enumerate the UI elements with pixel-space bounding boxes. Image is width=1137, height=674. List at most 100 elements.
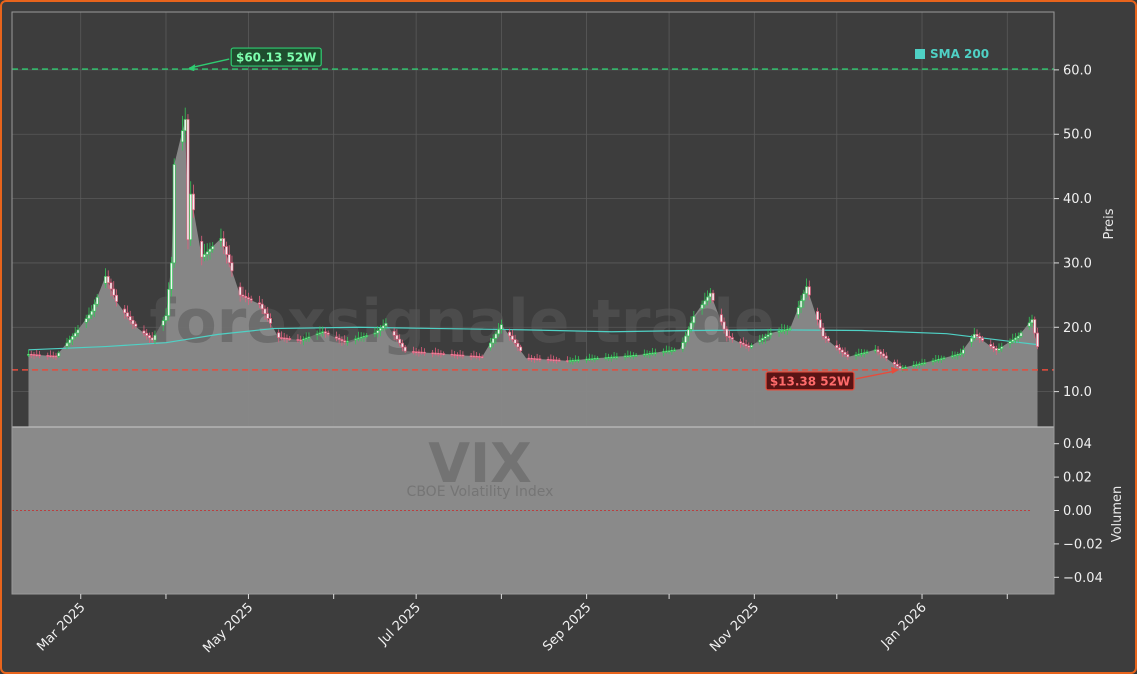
candle — [761, 334, 765, 345]
x-tick-label: Jul 2025 — [375, 600, 424, 649]
candle — [29, 350, 33, 359]
candle — [304, 332, 308, 342]
candle-body — [219, 238, 223, 242]
candle-body — [123, 308, 127, 314]
candle-body — [953, 354, 957, 357]
candle — [183, 107, 187, 143]
candle — [994, 345, 998, 356]
candle — [433, 347, 437, 356]
candle — [65, 337, 69, 350]
candle — [818, 313, 822, 331]
candle-body — [277, 332, 281, 338]
candle-body — [246, 297, 250, 300]
candle-body — [626, 355, 630, 358]
candle-body — [403, 346, 407, 352]
candle — [873, 344, 877, 354]
x-tick-label: Mar 2025 — [34, 600, 88, 654]
candle — [172, 158, 176, 269]
candle-body — [321, 331, 325, 334]
candle-body — [29, 353, 33, 356]
candle — [192, 184, 195, 218]
candle-body — [590, 358, 594, 360]
candle — [609, 354, 613, 362]
candle-body — [211, 246, 215, 250]
candle — [68, 335, 72, 348]
candle-body — [128, 316, 132, 321]
candle-body — [65, 342, 69, 347]
candle — [115, 289, 118, 307]
candle — [164, 308, 168, 324]
candle — [318, 326, 322, 337]
price-area-fill — [28, 119, 1038, 428]
candle — [403, 344, 407, 353]
candle-body — [433, 352, 437, 355]
candle — [612, 352, 616, 360]
candle-body — [854, 354, 858, 357]
candle-body — [664, 350, 668, 353]
candle-body — [71, 336, 74, 341]
candle-body — [730, 337, 734, 340]
candle-body — [299, 339, 303, 342]
candle-body — [508, 331, 512, 337]
candle-body — [596, 357, 600, 360]
candle — [862, 349, 866, 358]
candle — [472, 350, 476, 359]
candle — [142, 325, 146, 337]
candle-body — [981, 338, 984, 341]
candle-body — [706, 296, 710, 302]
candle — [27, 349, 30, 357]
candle — [126, 305, 129, 320]
candle — [953, 351, 957, 360]
candle — [93, 299, 96, 317]
candle — [904, 365, 907, 370]
candle — [513, 334, 517, 347]
candle-body — [821, 327, 825, 337]
candle-body — [840, 349, 844, 353]
candle-body — [414, 351, 418, 354]
candle — [763, 333, 767, 344]
candle — [884, 352, 888, 362]
candle-body — [607, 356, 611, 359]
candle — [838, 344, 842, 354]
candle-body — [200, 241, 204, 258]
candle — [381, 319, 385, 332]
candle — [673, 347, 677, 353]
low-52w-arrow — [855, 370, 897, 380]
candle — [46, 352, 50, 360]
candle — [373, 327, 377, 338]
candle-body — [148, 335, 151, 339]
candle — [915, 361, 918, 369]
low-52w-label: $13.38 52W — [770, 374, 850, 388]
candle — [362, 332, 366, 342]
candle — [181, 115, 184, 151]
candle-body — [827, 338, 831, 342]
candle — [708, 288, 712, 304]
candle — [585, 356, 589, 364]
candle-body — [895, 363, 899, 367]
x-tick-label: Sep 2025 — [540, 600, 594, 654]
candle-body — [527, 357, 531, 360]
candle-body — [901, 367, 905, 370]
candle — [414, 348, 418, 356]
candle-body — [453, 354, 457, 356]
candle — [73, 327, 77, 340]
candle-body — [939, 358, 943, 360]
candle-body — [780, 330, 784, 332]
candle — [186, 114, 190, 250]
candle-body — [587, 358, 591, 361]
candle-body — [326, 332, 330, 335]
low-52w-arrowhead — [891, 366, 900, 374]
candle-body — [356, 337, 360, 340]
candle-body — [796, 307, 800, 315]
candle — [950, 351, 954, 360]
candle-body — [134, 323, 138, 327]
candle-body — [279, 337, 283, 339]
candle-body — [126, 312, 129, 317]
candle — [623, 353, 627, 361]
candle-body — [631, 355, 635, 357]
candle-body — [304, 337, 308, 340]
candle — [692, 310, 696, 328]
candle — [634, 353, 638, 358]
candle-body — [961, 349, 965, 355]
candle-body — [38, 354, 41, 357]
